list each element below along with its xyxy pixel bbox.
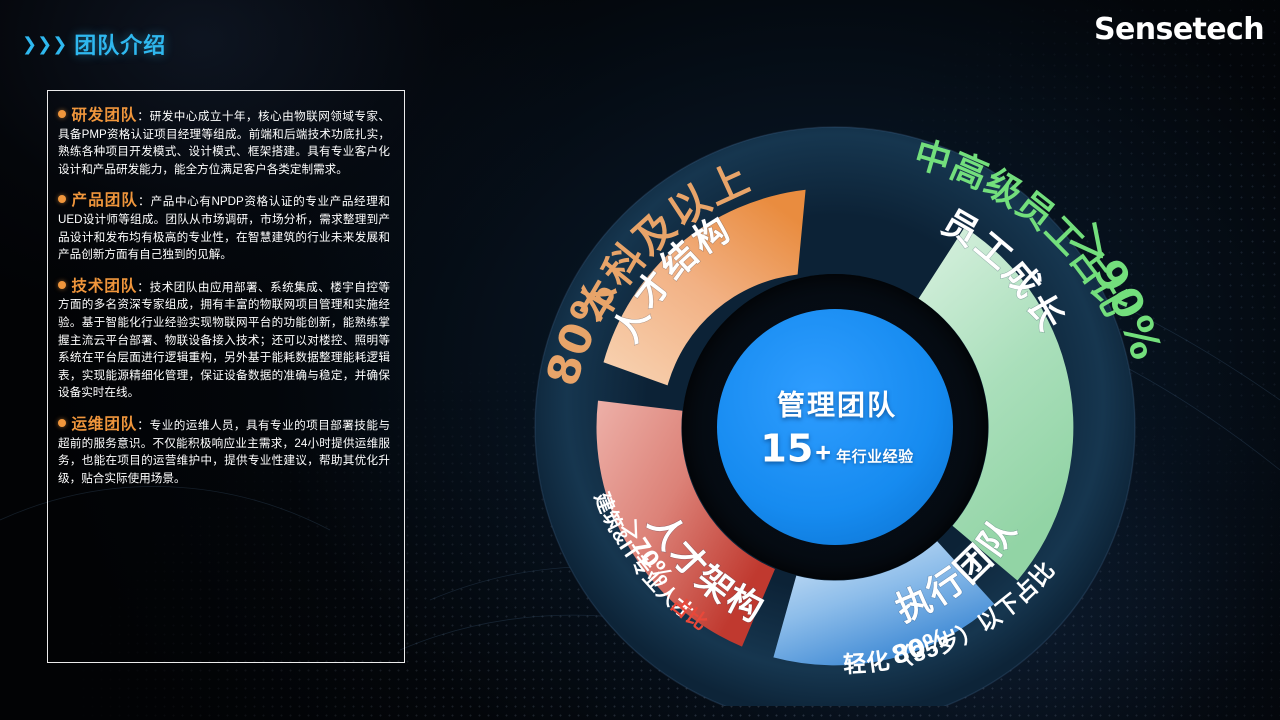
team-block-product: 产品团队：产品中心有NPDP资格认证的专业产品经理和UED设计师等组成。团队从市…	[58, 192, 390, 263]
donut-segment-execution-team[interactable]	[773, 541, 995, 666]
team-body: 专业的运维人员，具有专业的项目部署技能与超前的服务意识。不仅能积极响应业主需求，…	[58, 418, 390, 485]
header-bar: ❯ ❯ ❯ 团队介绍 Sensetech	[0, 0, 1280, 72]
team-colon: ：	[137, 109, 150, 123]
bullet-icon	[58, 418, 66, 427]
donut-hub-circle[interactable]	[717, 309, 953, 545]
team-colon: ：	[137, 194, 151, 209]
team-description-panel: 研发团队：研发中心成立十年，核心由物联网领域专家、具备PMP资格认证项目经理等组…	[47, 90, 405, 663]
chevrons-right-icon: ❯ ❯ ❯	[22, 34, 67, 54]
donut-segment-employee-growth[interactable]	[918, 227, 1074, 581]
team-heading: 产品团队	[71, 192, 138, 210]
donut-segment-talent-structure[interactable]	[603, 189, 806, 386]
team-block-rd: 研发团队：研发中心成立十年，核心由物联网领域专家、具备PMP资格认证项目经理等组…	[58, 107, 390, 178]
team-colon: ：	[137, 417, 150, 432]
team-body: 研发中心成立十年，核心由物联网领域专家、具备PMP资格认证项目经理等组成。前端和…	[58, 110, 390, 176]
donut-segments	[596, 189, 1074, 666]
donut-svg: 人才结构 员工成长 执行团队 人才架构 本科及以上 80% 中高级员工占比 ＞9…	[448, 42, 1171, 706]
bullet-icon	[58, 280, 66, 289]
team-heading: 运维团队	[71, 415, 138, 433]
bullet-icon	[58, 195, 66, 204]
bullet-icon	[58, 110, 66, 118]
team-body: 技术团队由应用部署、系统集成、楼宇自控等方面的多名资深专家组成，拥有丰富的物联网…	[58, 280, 390, 400]
team-heading: 研发团队	[71, 107, 138, 124]
team-colon: ：	[137, 279, 150, 294]
team-structure-donut: 人才结构 员工成长 执行团队 人才架构 本科及以上 80% 中高级员工占比 ＞9…	[448, 42, 1238, 706]
team-block-operations: 运维团队：专业的运维人员，具有专业的项目部署技能与超前的服务意识。不仅能积极响应…	[58, 416, 390, 487]
page-title: ❯ ❯ ❯ 团队介绍	[22, 28, 166, 60]
page-title-label: 团队介绍	[74, 33, 167, 58]
brand-logo: Sensetech	[1094, 12, 1265, 47]
team-heading: 技术团队	[71, 277, 138, 295]
team-body: 产品中心有NPDP资格认证的专业产品经理和UED设计师等组成。团队从市场调研，市…	[58, 195, 390, 262]
donut-segment-talent-architecture[interactable]	[596, 400, 775, 647]
background-glow-top-left	[0, 0, 580, 320]
team-block-technical: 技术团队：技术团队由应用部署、系统集成、楼宇自控等方面的多名资深专家组成，拥有丰…	[58, 278, 390, 402]
